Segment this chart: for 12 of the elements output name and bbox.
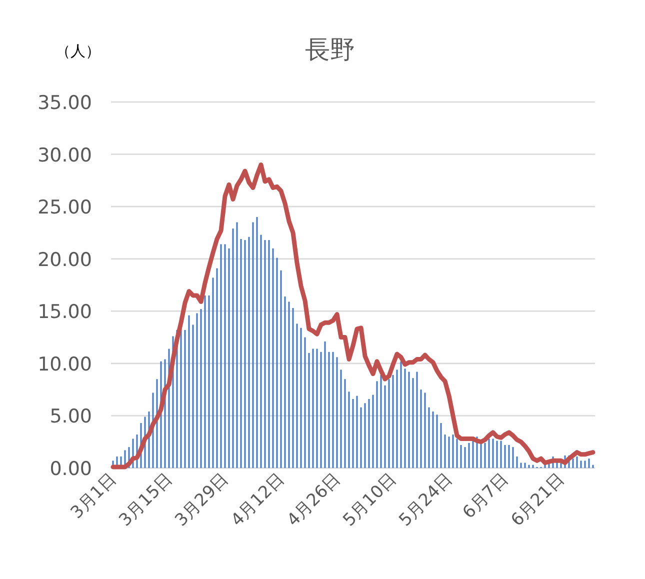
y-tick-label: 35.00 (38, 92, 92, 114)
chart-title: 長野 (305, 35, 355, 64)
y-tick-label: 30.00 (38, 144, 92, 166)
y-tick-label: 10.00 (38, 353, 92, 376)
y-tick-label: 15.00 (38, 301, 92, 324)
y-tick-label: 20.00 (38, 248, 92, 271)
y-tick-label: 0.00 (50, 458, 92, 480)
line-series (110, 162, 596, 470)
y-axis-title: （人） (56, 42, 100, 60)
y-tick-label: 25.00 (38, 196, 92, 219)
y-tick-label: 5.00 (50, 406, 92, 428)
x-tick-label: 5月24日 (395, 469, 457, 531)
